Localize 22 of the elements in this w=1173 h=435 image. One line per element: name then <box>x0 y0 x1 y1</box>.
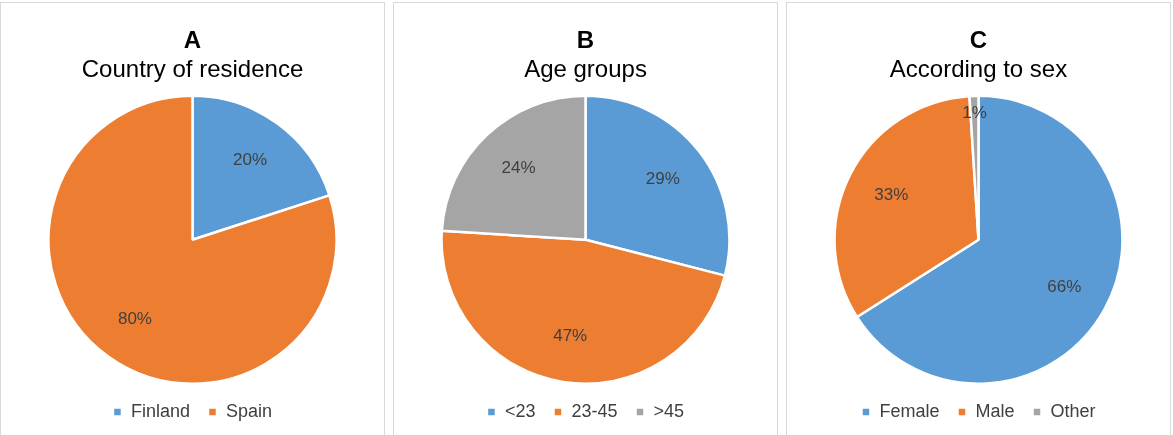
legend-label: Female <box>879 400 940 421</box>
legend-label: <23 <box>504 400 536 421</box>
legend-label: 23-45 <box>571 400 618 421</box>
data-label: 80% <box>117 308 152 328</box>
legend-label: Finland <box>130 400 191 421</box>
legend-label: Spain <box>226 400 273 421</box>
data-label: 66% <box>1047 276 1082 296</box>
legend-label: Other <box>1050 400 1096 421</box>
data-label: 20% <box>233 150 268 170</box>
data-label: 33% <box>874 185 909 205</box>
chart-subtitle: Age groups <box>524 54 647 82</box>
chart-subtitle: Country of residence <box>81 54 304 82</box>
chart-subtitle: According to sex <box>889 54 1068 82</box>
legend-label: >45 <box>653 400 685 421</box>
chart-title: B <box>576 26 595 54</box>
chart-title: A <box>183 26 202 54</box>
data-label: 29% <box>645 169 680 189</box>
chart-title: C <box>969 26 988 54</box>
data-label: 1% <box>962 102 987 122</box>
legend-label: Male <box>975 400 1015 421</box>
data-label: 24% <box>501 158 536 178</box>
data-label: 47% <box>553 326 588 346</box>
